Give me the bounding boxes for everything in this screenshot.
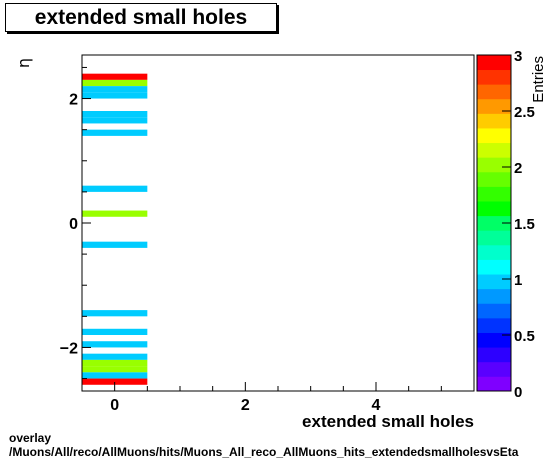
palette-swatch <box>477 201 511 217</box>
footer-overlay: overlay <box>9 431 52 445</box>
palette-tick-label: 3 <box>514 48 522 65</box>
palette-tick-label: 1.5 <box>514 216 535 233</box>
heatmap-cell <box>82 372 148 379</box>
y-tick-label: −2 <box>60 340 78 357</box>
y-tick-label: 2 <box>69 92 78 109</box>
palette-swatch <box>477 361 511 377</box>
palette-swatch <box>477 376 511 392</box>
axes: 0 2 4 −2 0 2 <box>60 66 475 414</box>
heatmap-cell <box>82 359 148 367</box>
heatmap-cell <box>82 185 148 192</box>
chart-title: extended small holes <box>5 3 277 32</box>
palette-swatch <box>477 317 511 333</box>
x-tick-label: 4 <box>372 397 381 414</box>
palette-swatch <box>477 98 511 114</box>
palette-swatch <box>477 186 511 202</box>
z-axis-label: Entries <box>530 56 546 103</box>
heatmap-cell <box>82 341 148 348</box>
palette-swatch <box>477 142 511 158</box>
palette-swatch <box>477 69 511 85</box>
palette-swatch <box>477 274 511 290</box>
palette-tick-label: 0 <box>514 384 522 401</box>
palette-swatch <box>477 259 511 275</box>
heatmap-cell <box>82 241 148 248</box>
palette-tick-label: 2.5 <box>514 104 535 121</box>
palette-swatch <box>477 230 511 246</box>
palette-swatch <box>477 171 511 187</box>
palette-swatch <box>477 157 511 173</box>
heatmap-cell <box>82 92 148 99</box>
heatmap-cell <box>82 86 148 93</box>
x-tick-label: 2 <box>241 397 250 414</box>
heatmap-cell <box>82 111 148 118</box>
heatmap-cell <box>82 353 148 360</box>
palette-tick-label: 1 <box>514 272 522 289</box>
palette-swatch <box>477 84 511 100</box>
heatmap-cell <box>82 73 148 80</box>
palette-swatch <box>477 244 511 260</box>
palette-tick-label: 2 <box>514 160 522 177</box>
heatmap-cell <box>82 366 148 373</box>
heatmap-cell <box>82 79 148 87</box>
color-palette: 0 0.5 1 1.5 2 2.5 3 <box>476 48 535 401</box>
heatmap-cell <box>82 129 148 136</box>
palette-swatch <box>477 288 511 304</box>
palette-tick-label: 0.5 <box>514 328 535 345</box>
heatmap-cell <box>82 378 148 385</box>
palette-swatch <box>477 55 511 71</box>
heatmap-cell <box>82 117 148 124</box>
palette-swatch <box>477 128 511 144</box>
heatmap-cell <box>82 328 148 335</box>
heatmap-cell <box>82 210 148 217</box>
palette-swatch <box>477 332 511 348</box>
heatmap-cell <box>82 310 148 317</box>
palette-swatch <box>477 347 511 363</box>
x-tick-label: 0 <box>110 397 119 414</box>
y-axis-label: η <box>14 58 33 68</box>
palette-swatch <box>477 113 511 129</box>
plot-frame <box>81 54 475 392</box>
palette-swatch <box>477 215 511 231</box>
footer-path: /Muons/All/reco/AllMuons/hits/Muons_All_… <box>9 445 519 459</box>
heatmap-cells <box>82 73 148 385</box>
y-tick-label: 0 <box>69 216 78 233</box>
palette-swatch <box>477 303 511 319</box>
x-axis-label: extended small holes <box>302 412 474 431</box>
